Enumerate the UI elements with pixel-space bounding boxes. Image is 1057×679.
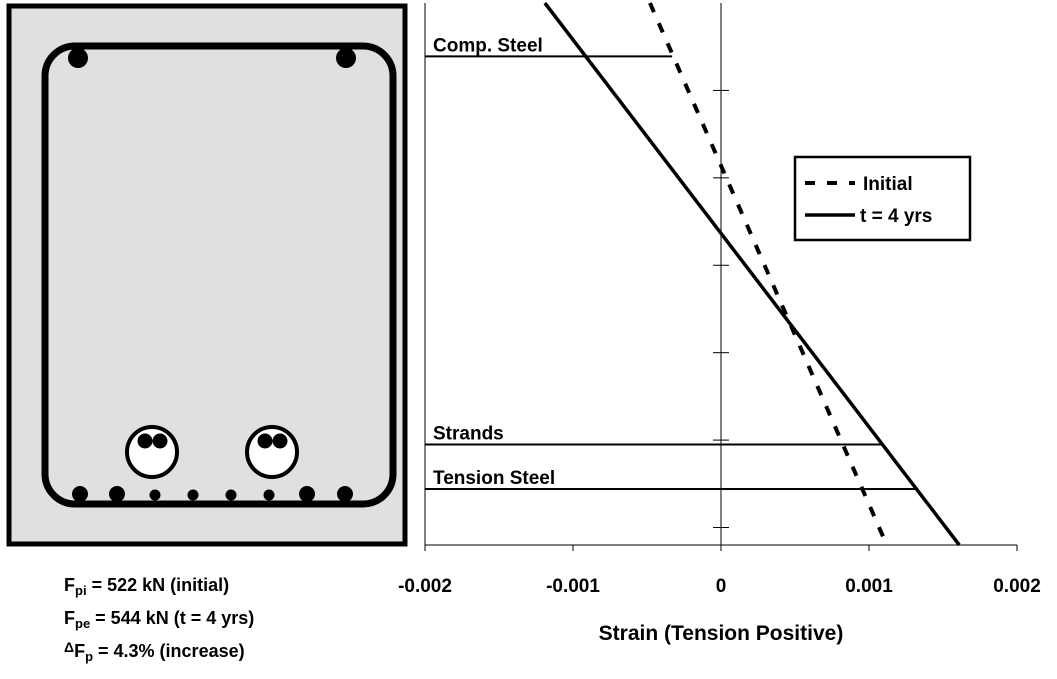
rebar bbox=[109, 486, 125, 502]
x-tick-label: 0.002 bbox=[993, 576, 1041, 597]
annotation: ΔFp = 4.3% (increase) bbox=[64, 639, 245, 664]
annotation-symbol: F bbox=[64, 608, 75, 628]
x-tick-label: 0.001 bbox=[845, 576, 893, 597]
annotation-symbol: F bbox=[74, 641, 85, 661]
legend-box bbox=[793, 155, 972, 242]
annotation-symbol: F bbox=[64, 575, 75, 595]
rebar bbox=[187, 489, 199, 501]
level-label: Comp. Steel bbox=[433, 35, 543, 56]
rebar bbox=[336, 48, 356, 68]
strain-line bbox=[648, 2, 889, 546]
strain-line bbox=[543, 1, 961, 547]
annotation-prefix: Δ bbox=[64, 639, 74, 655]
annotation-text: = 544 kN (t = 4 yrs) bbox=[90, 608, 254, 628]
level-label: Tension Steel bbox=[433, 468, 555, 489]
stirrup bbox=[41, 42, 397, 508]
rebar bbox=[149, 489, 161, 501]
rebar bbox=[68, 48, 88, 68]
annotation-text: = 4.3% (increase) bbox=[93, 641, 245, 661]
section-outline bbox=[6, 3, 408, 547]
duct bbox=[245, 425, 299, 479]
rebar bbox=[263, 489, 275, 501]
level-label: Strands bbox=[433, 423, 504, 444]
strand bbox=[152, 433, 168, 449]
annotation-subscript: pe bbox=[75, 616, 90, 631]
annotation-subscript: p bbox=[85, 649, 93, 664]
legend: Initial t = 4 yrs bbox=[793, 155, 972, 242]
strand bbox=[137, 433, 153, 449]
strand bbox=[272, 433, 288, 449]
rebar bbox=[225, 489, 237, 501]
x-tick-label: -0.002 bbox=[398, 576, 452, 597]
rebar bbox=[72, 486, 88, 502]
duct bbox=[125, 425, 179, 479]
annotation-text: = 522 kN (initial) bbox=[87, 575, 230, 595]
strand bbox=[257, 433, 273, 449]
rebar bbox=[337, 486, 353, 502]
cross-section bbox=[6, 3, 408, 547]
legend-label: t = 4 yrs bbox=[860, 206, 932, 227]
annotation-subscript: pi bbox=[75, 583, 87, 598]
x-tick-label: -0.001 bbox=[546, 576, 600, 597]
annotation: Fpi = 522 kN (initial) bbox=[64, 575, 229, 598]
legend-label: Initial bbox=[863, 174, 913, 195]
x-tick-label: 0 bbox=[716, 576, 727, 597]
x-axis-title: Strain (Tension Positive) bbox=[599, 622, 844, 645]
rebar bbox=[299, 486, 315, 502]
annotation: Fpe = 544 kN (t = 4 yrs) bbox=[64, 608, 254, 631]
